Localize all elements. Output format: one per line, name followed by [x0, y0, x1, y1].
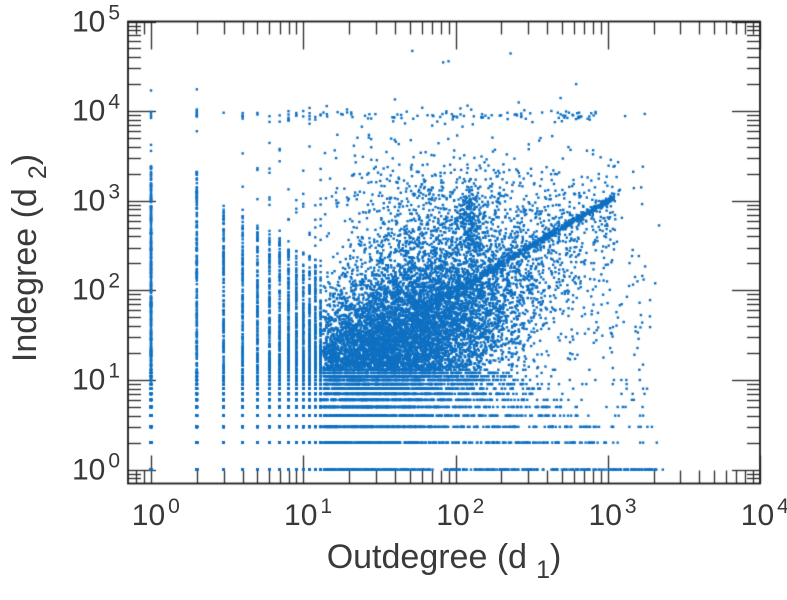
y-tick-label: 10 3	[71, 180, 120, 218]
y-tick-label-exponent: 1	[108, 359, 120, 383]
y-tick-label: 10 2	[71, 269, 120, 307]
y-tick-label-exponent: 5	[108, 1, 120, 25]
x-tick-label-exponent: 3	[624, 495, 637, 518]
x-axis-title-close: )	[549, 538, 562, 576]
y-axis-title-text: Indegree (d	[6, 188, 44, 363]
x-tick-label-exponent: 4	[777, 495, 787, 518]
y-axis-title: Indegree (d 2)	[6, 153, 52, 363]
y-tick-label: 10 1	[71, 359, 120, 397]
x-tick-label-exponent: 1	[320, 495, 333, 518]
x-tick-label: 10 3	[588, 495, 637, 532]
x-tick-label: 10 2	[436, 495, 485, 532]
x-axis-title-text: Outdegree (d	[326, 538, 528, 576]
y-tick-label-exponent: 4	[108, 90, 120, 114]
y-axis-title-subscript: 2	[24, 165, 52, 180]
x-tick-label: 10 4	[740, 495, 787, 532]
y-tick-label: 10 4	[71, 90, 120, 128]
y-tick-label-exponent: 0	[108, 449, 120, 473]
x-tick-label-exponent: 0	[168, 495, 180, 518]
x-tick-label-exponent: 2	[472, 495, 485, 518]
y-tick-label-exponent: 2	[108, 269, 120, 293]
x-tick-label: 10 1	[284, 495, 333, 532]
y-tick-label: 10 5	[71, 1, 120, 39]
x-tick-label: 10 0	[131, 495, 180, 532]
y-axis-title-close: )	[6, 153, 44, 166]
x-axis-title-subscript: 1	[536, 556, 550, 584]
x-axis-title: Outdegree (d 1)	[326, 538, 562, 583]
y-tick-label: 10 0	[71, 449, 120, 487]
y-tick-label-exponent: 3	[108, 180, 120, 204]
